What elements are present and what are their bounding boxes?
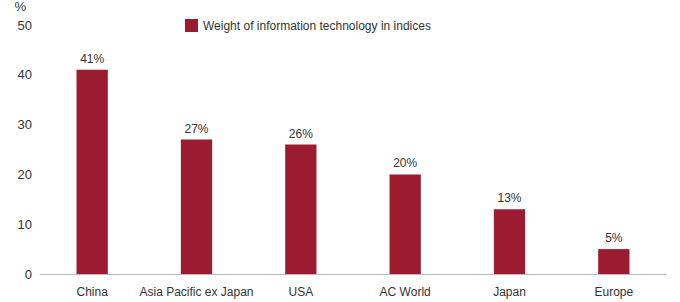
svg-text:0: 0 (25, 267, 32, 282)
svg-text:Japan: Japan (493, 285, 526, 299)
svg-text:41%: 41% (80, 52, 104, 66)
svg-text:Europe: Europe (594, 285, 633, 299)
svg-text:5%: 5% (605, 231, 623, 245)
svg-text:10: 10 (18, 217, 32, 232)
svg-text:20: 20 (18, 167, 32, 182)
svg-text:AC World: AC World (380, 285, 431, 299)
svg-text:50: 50 (18, 18, 32, 33)
svg-text:Asia Pacific ex Japan: Asia Pacific ex Japan (139, 285, 253, 299)
svg-text:20%: 20% (393, 156, 417, 170)
svg-text:40: 40 (18, 67, 32, 82)
svg-text:30: 30 (18, 117, 32, 132)
svg-text:China: China (76, 285, 108, 299)
svg-text:USA: USA (288, 285, 313, 299)
svg-text:Weight of information technolo: Weight of information technology in indi… (203, 19, 431, 33)
svg-text:26%: 26% (289, 127, 313, 141)
svg-text:%: % (14, 0, 26, 14)
svg-text:27%: 27% (184, 122, 208, 136)
svg-text:13%: 13% (497, 191, 521, 205)
